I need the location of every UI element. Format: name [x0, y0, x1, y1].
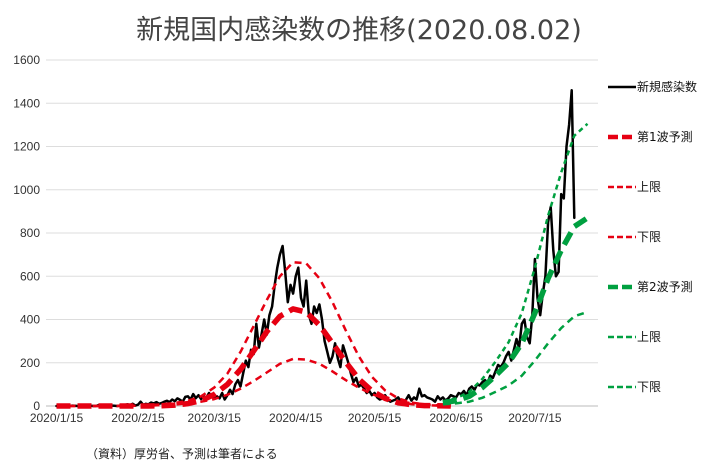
x-tick-label: 2020/7/15 [508, 411, 562, 425]
legend-label-6: 下限 [637, 380, 661, 394]
legend-label-0: 新規感染数 [637, 79, 697, 94]
y-tick-label: 600 [20, 269, 40, 283]
series-line-1 [56, 306, 451, 409]
y-tick-label: 0 [33, 399, 40, 413]
legend-label-2: 上限 [637, 180, 661, 194]
source-note: （資料）厚労省、予測は筆者による [86, 447, 278, 461]
y-tick-label: 1600 [13, 53, 40, 67]
x-tick-label: 2020/1/15 [30, 411, 84, 425]
series-line-6 [442, 310, 588, 406]
y-tick-label: 800 [20, 226, 40, 240]
series-line-0 [55, 89, 576, 408]
series-line-2 [56, 260, 451, 408]
series-line-3 [56, 357, 451, 408]
x-axis-ticks: 2020/1/15 2020/2/15 2020/3/15 2020/4/15 2020… [30, 411, 562, 425]
chart-title: 新規国内感染数の推移(2020.08.02) [136, 15, 582, 46]
y-tick-label: 200 [20, 356, 40, 370]
legend-label-4: 第2波予測 [637, 280, 693, 294]
y-tick-label: 1200 [13, 140, 40, 154]
y-tick-label: 1400 [13, 96, 40, 110]
legend-label-1: 第1波予測 [637, 130, 693, 144]
x-tick-label: 2020/5/15 [348, 411, 402, 425]
series-line-4 [442, 215, 590, 406]
y-tick-label: 400 [20, 313, 40, 327]
series-lines [55, 89, 590, 409]
x-tick-label: 2020/6/15 [429, 411, 483, 425]
legend-label-3: 下限 [637, 230, 661, 244]
x-tick-label: 2020/4/15 [269, 411, 323, 425]
x-tick-label: 2020/3/15 [188, 411, 242, 425]
legend-label-5: 上限 [637, 330, 661, 344]
y-axis-ticks: 0 200 400 600 800 1000 1200 1400 1600 [13, 53, 40, 413]
y-tick-label: 1000 [13, 183, 40, 197]
x-tick-label: 2020/2/15 [111, 411, 165, 425]
